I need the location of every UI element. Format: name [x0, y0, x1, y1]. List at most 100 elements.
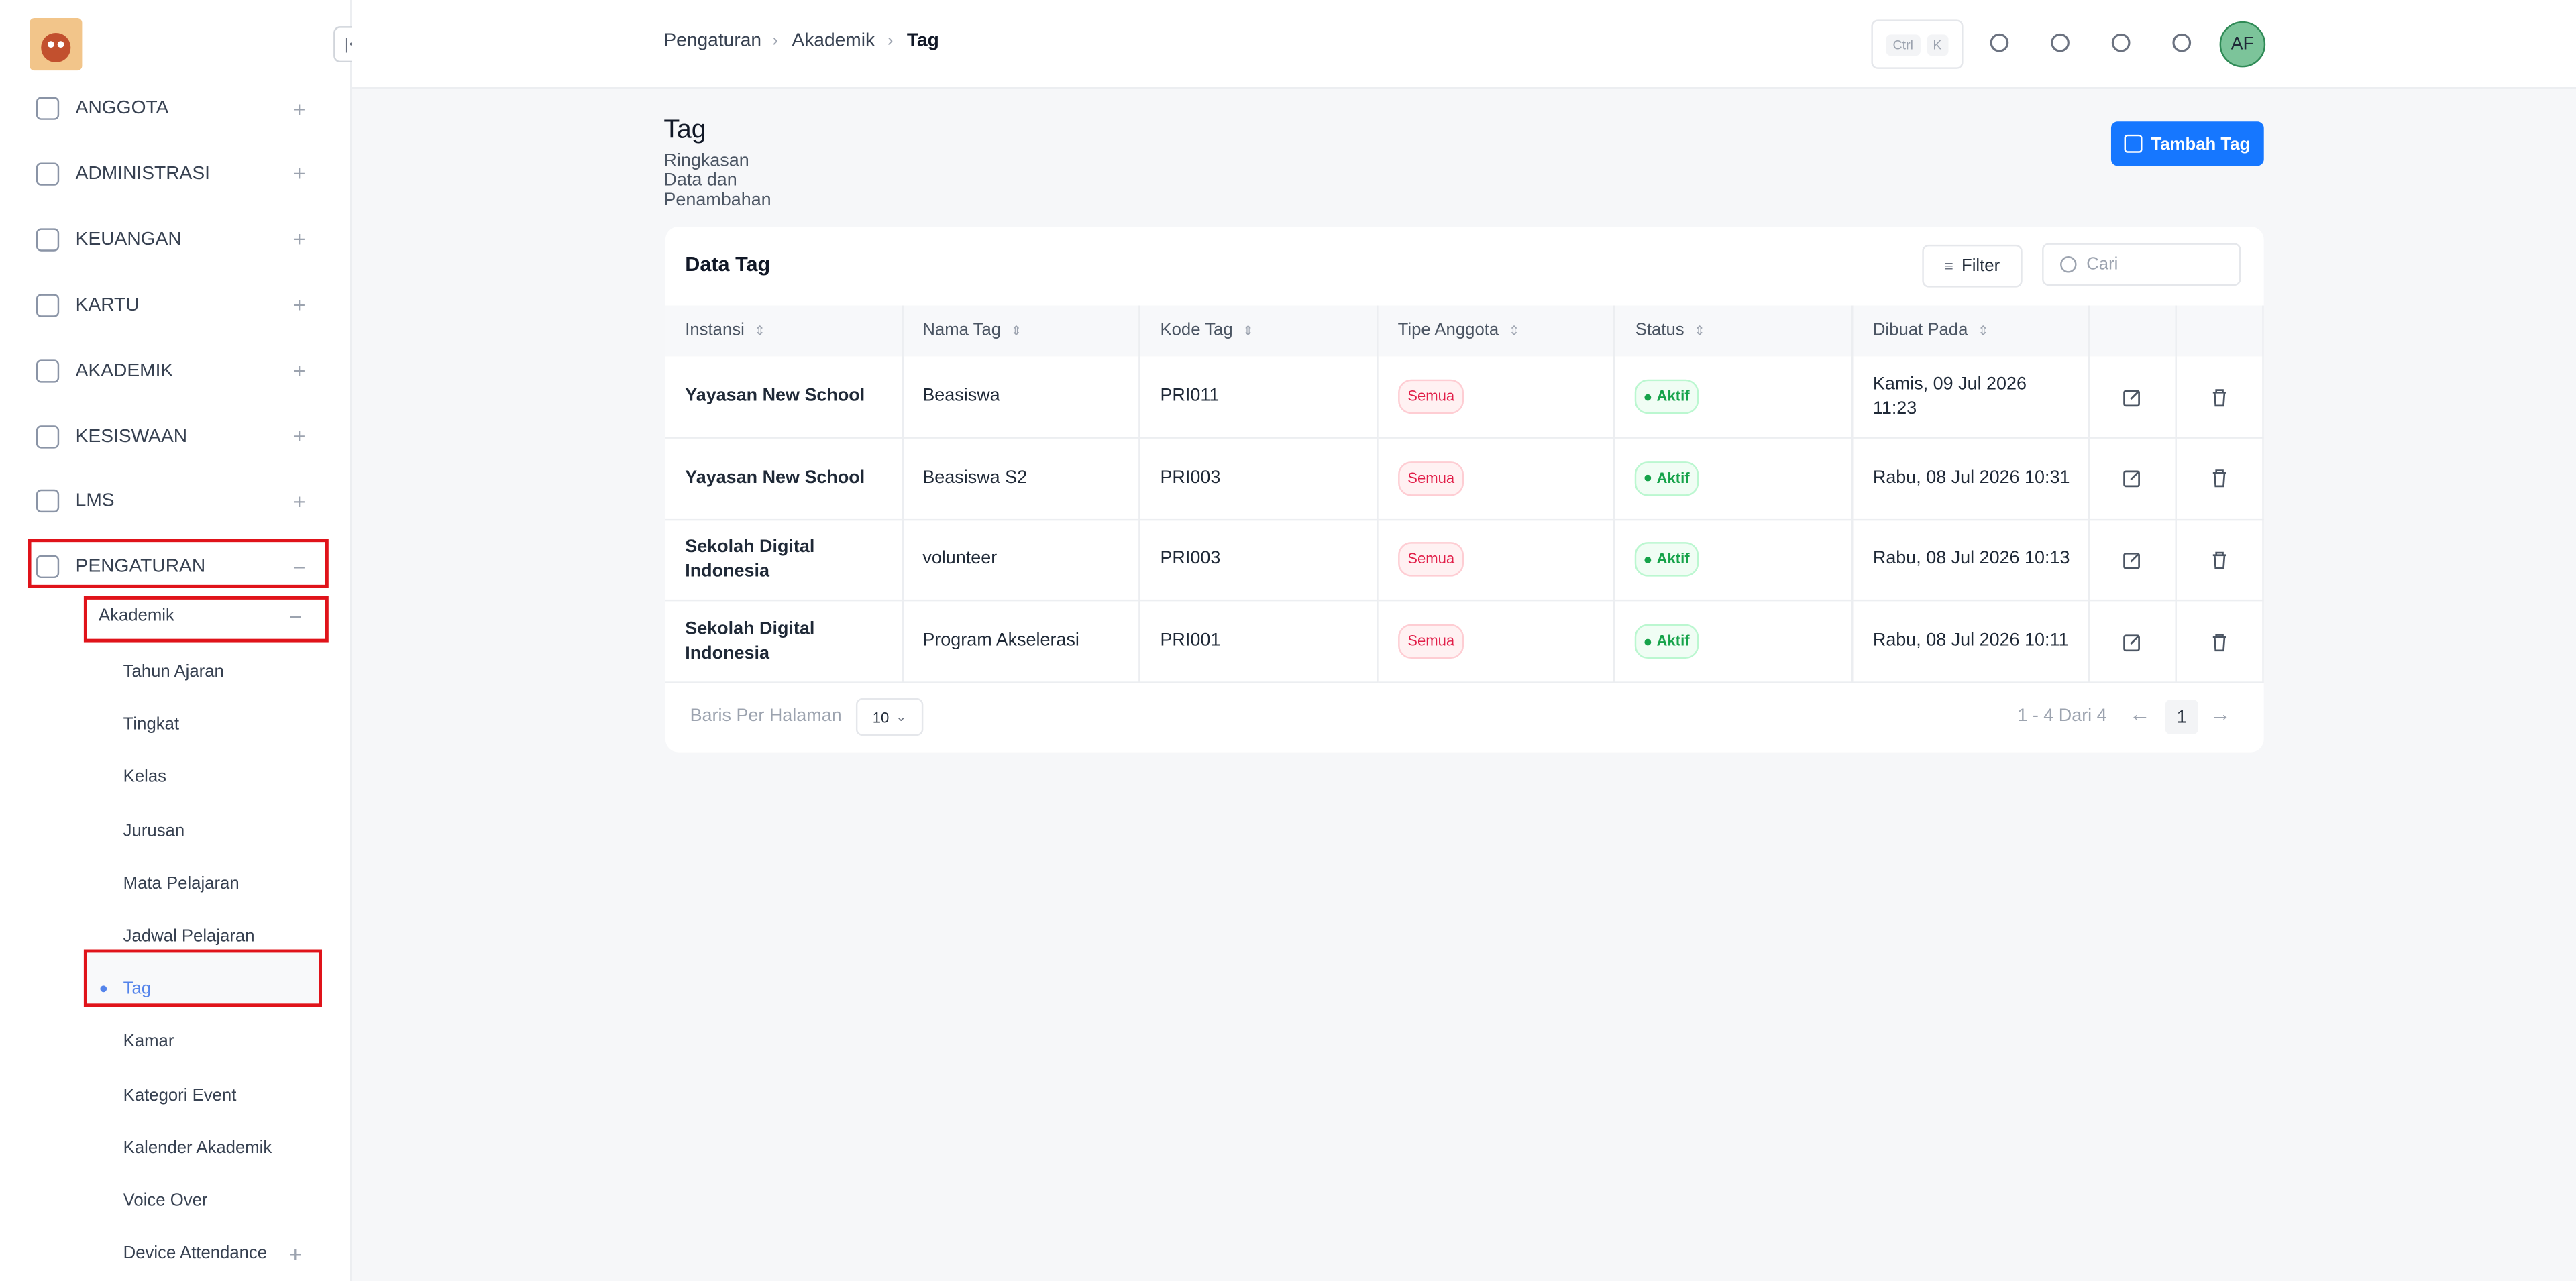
delete-button[interactable] — [2210, 468, 2229, 488]
submenu[interactable]: Akademik — [98, 606, 174, 626]
menu-item[interactable]: ADMINISTRASI + — [36, 154, 315, 194]
breadcrumb-item[interactable]: Pengaturan — [663, 31, 762, 51]
column-header — [2088, 305, 2177, 357]
column-header[interactable]: Nama Tag ⇕ — [902, 305, 1141, 357]
menu-item[interactable]: PENGATURAN − — [36, 547, 315, 587]
next-button[interactable]: → — [2209, 701, 2231, 726]
submenu-item[interactable]: Jurusan — [123, 820, 185, 840]
submenu-item[interactable]: Tahun Ajaran — [123, 661, 224, 682]
cell-text: PRI003 — [1160, 549, 1221, 569]
rows-per-page-select[interactable]: 10 ⌄ — [855, 698, 924, 736]
add-button[interactable]: Tambah Tag — [2110, 121, 2264, 166]
table-cell — [2176, 519, 2264, 602]
column-label: Dibuat Pada — [1872, 320, 1968, 340]
delete-button[interactable] — [2210, 550, 2229, 569]
menu-item[interactable]: KARTU + — [36, 285, 315, 325]
prev-button[interactable]: ← — [2129, 701, 2151, 726]
menu-item[interactable]: ANGGOTA + — [36, 89, 315, 128]
sort-icon: ⇕ — [754, 323, 765, 339]
filter-icon: ≡ — [1944, 258, 1953, 274]
avatar[interactable]: AF — [2219, 21, 2266, 68]
table-cell: PRI001 — [1140, 601, 1379, 684]
table-cell: Beasiswa S2 — [902, 438, 1141, 520]
table-cell: Sekolah Digital Indonesia — [665, 519, 903, 602]
topbar-icon[interactable] — [2049, 32, 2072, 54]
filter-button[interactable]: ≡ Filter — [1922, 244, 2023, 288]
submenu-item[interactable]: Tingkat — [123, 714, 180, 735]
submenu-item[interactable]: Jadwal Pelajaran — [123, 926, 255, 946]
column-header — [2176, 305, 2264, 357]
edit-button[interactable] — [2122, 387, 2141, 406]
page-title: Tag — [663, 116, 706, 145]
cell-text: volunteer — [922, 549, 998, 569]
cell-text: Kamis, 09 Jul 2026 11:23 — [1872, 374, 2027, 419]
expand-icon: + — [292, 227, 306, 252]
menu-label: KARTU — [75, 295, 140, 315]
rows-per-page-value: 10 — [872, 708, 890, 726]
menu-icon — [36, 293, 60, 317]
submenu-item[interactable]: Kamar — [123, 1032, 174, 1052]
edit-button[interactable] — [2122, 550, 2141, 569]
submenu-item[interactable]: Tag — [123, 979, 152, 999]
table-cell: PRI003 — [1140, 438, 1379, 520]
expand-icon: + — [292, 96, 306, 121]
column-header[interactable]: Instansi ⇕ — [665, 305, 903, 357]
menu-item[interactable]: LMS + — [36, 482, 315, 522]
menu-item[interactable]: KESISWAAN + — [36, 416, 315, 456]
submenu-item[interactable]: Device Attendance — [123, 1243, 268, 1264]
search-placeholder: Cari — [2086, 254, 2118, 274]
edit-button[interactable] — [2122, 468, 2141, 488]
column-header[interactable]: Status ⇕ — [1615, 305, 1854, 357]
cell-text: Beasiswa — [922, 386, 1000, 406]
breadcrumb-item[interactable]: Akademik — [792, 31, 875, 51]
delete-button[interactable] — [2210, 632, 2229, 651]
delete-button[interactable] — [2210, 387, 2229, 406]
add-icon — [2125, 134, 2143, 153]
submenu-item[interactable]: Kategori Event — [123, 1084, 237, 1105]
sidebar: |< ANGGOTA+ADMINISTRASI+KEUANGAN+KARTU+A… — [0, 0, 370, 1281]
table-cell: Sekolah Digital Indonesia — [665, 601, 903, 684]
filter-label: Filter — [1961, 256, 2000, 276]
cell-text: Beasiswa S2 — [922, 467, 1028, 488]
shortcut-box[interactable]: Ctrl K — [1871, 19, 1964, 69]
column-header[interactable]: Kode Tag ⇕ — [1140, 305, 1379, 357]
menu-label: KEUANGAN — [75, 229, 182, 249]
cell-text: PRI011 — [1160, 386, 1220, 406]
table-cell: Semua — [1378, 601, 1616, 684]
submenu-item[interactable]: Voice Over — [123, 1190, 208, 1211]
column-label: Kode Tag — [1160, 320, 1233, 340]
search-input[interactable]: Cari — [2042, 243, 2241, 286]
page-button[interactable]: 1 — [2165, 700, 2198, 734]
submenu-item[interactable]: Kalender Akademik — [123, 1137, 272, 1158]
table-cell: Aktif — [1615, 519, 1854, 602]
submenu-item[interactable]: Kelas — [123, 767, 166, 788]
table-cell — [2088, 356, 2177, 439]
table-cell: Rabu, 08 Jul 2026 10:11 — [1853, 601, 2089, 684]
highlight-box — [28, 539, 329, 588]
menu-item[interactable]: KEUANGAN + — [36, 220, 315, 260]
page-subtitle: Ringkasan Data dan Penambahan — [663, 151, 771, 211]
sort-icon: ⇕ — [1508, 323, 1520, 339]
expand-icon: + — [292, 161, 306, 186]
pagination-range: 1 - 4 Dari 4 — [2017, 706, 2107, 726]
submenu-item[interactable]: Mata Pelajaran — [123, 873, 239, 893]
topbar-icon[interactable] — [1988, 32, 2010, 54]
table-cell: Beasiswa — [902, 356, 1141, 439]
edit-button[interactable] — [2122, 632, 2141, 651]
menu-label: KESISWAAN — [75, 426, 188, 446]
menu-icon — [36, 359, 60, 382]
topbar-icon[interactable] — [2110, 32, 2133, 54]
column-header[interactable]: Dibuat Pada ⇕ — [1853, 305, 2089, 357]
menu-icon — [36, 97, 60, 120]
table-cell — [2088, 438, 2177, 520]
menu-label: ADMINISTRASI — [75, 164, 210, 184]
menu-icon — [36, 227, 60, 252]
menu-item[interactable]: AKADEMIK + — [36, 351, 315, 390]
topbar-icon[interactable] — [2170, 32, 2193, 54]
table-cell: Kamis, 09 Jul 2026 11:23 — [1853, 356, 2089, 439]
column-header[interactable]: Tipe Anggota ⇕ — [1378, 305, 1616, 357]
table-cell — [2176, 601, 2264, 684]
highlight-box — [83, 949, 323, 1007]
